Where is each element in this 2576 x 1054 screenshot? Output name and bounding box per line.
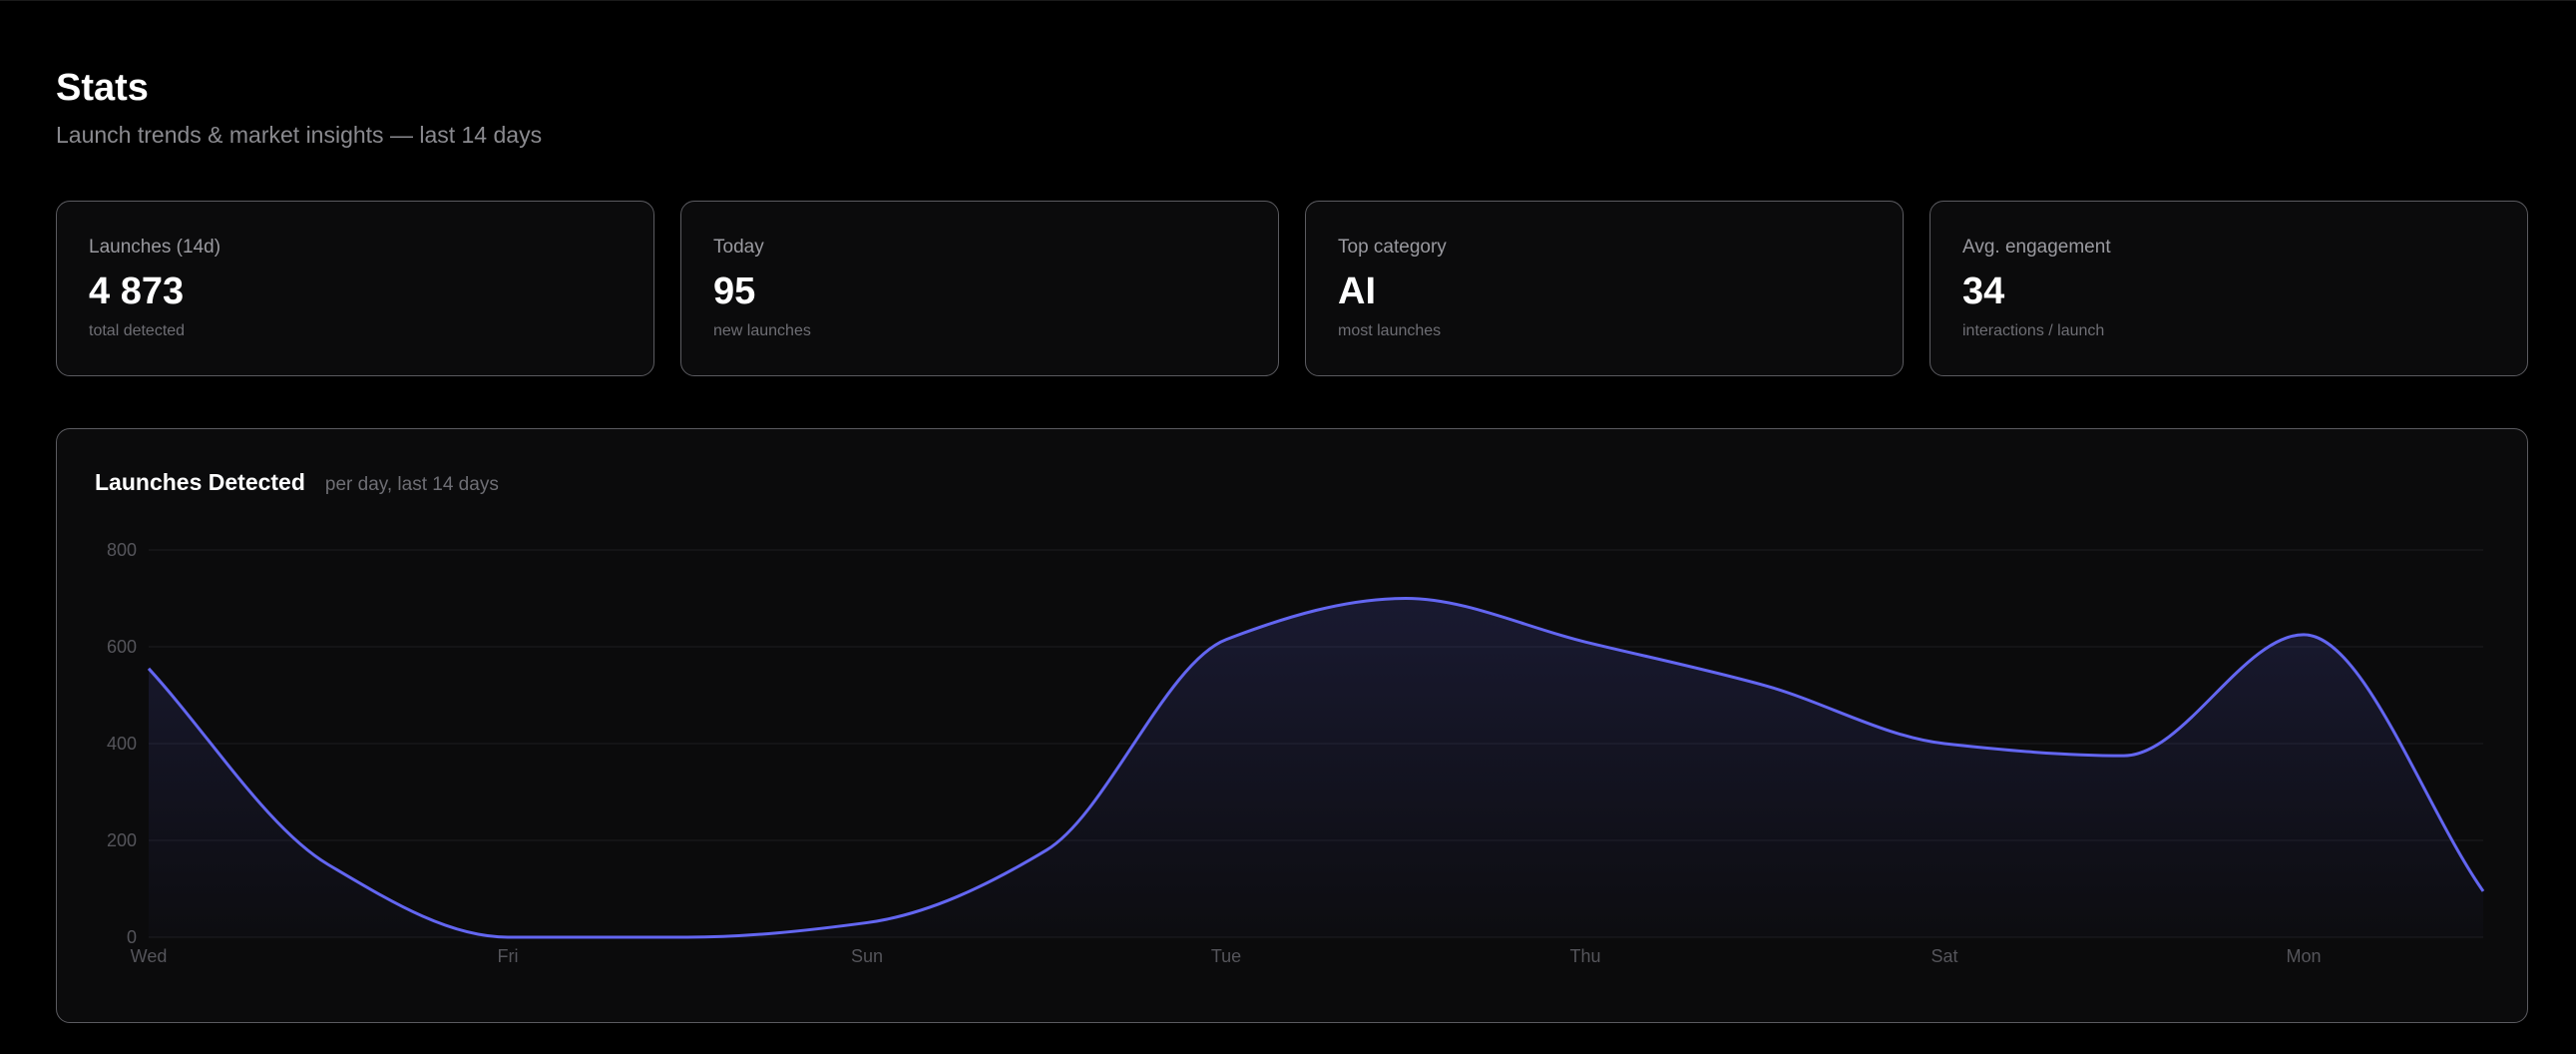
data-point xyxy=(325,861,331,867)
data-point xyxy=(2480,888,2486,894)
stat-value: AI xyxy=(1338,270,1376,312)
page-subtitle: Launch trends & market insights — last 1… xyxy=(56,122,543,148)
stat-label: Today xyxy=(713,237,764,258)
launches-chart-card: Launches Detected per day, last 14 days … xyxy=(56,428,2528,1023)
data-point xyxy=(2301,632,2307,638)
stats-row: Launches (14d) 4 873 total detected Toda… xyxy=(56,201,2528,376)
series-line xyxy=(147,596,2485,939)
data-point xyxy=(1403,596,1409,602)
stat-label: Launches (14d) xyxy=(89,237,221,258)
chart-title: Launches Detected xyxy=(95,469,305,495)
stat-value: 4 873 xyxy=(89,270,185,312)
y-axis-ticks: 0 200 400 600 800 xyxy=(107,540,137,947)
x-tick-label: Fri xyxy=(498,946,519,966)
data-point xyxy=(2121,753,2127,759)
series-area xyxy=(149,598,2483,937)
x-tick-label: Tue xyxy=(1211,946,1241,966)
stat-sub: total detected xyxy=(89,322,186,339)
x-tick-label: Mon xyxy=(2286,946,2321,966)
data-point xyxy=(1044,847,1050,853)
data-point xyxy=(1762,683,1768,689)
stat-card-today: Today 95 new launches xyxy=(680,201,1279,376)
data-point xyxy=(1223,637,1229,643)
x-tick-label: Sat xyxy=(1931,946,1957,966)
stat-value: 95 xyxy=(713,270,756,312)
stat-sub: interactions / launch xyxy=(1962,322,2105,339)
x-tick-label: Wed xyxy=(131,946,168,966)
stat-sub: new launches xyxy=(713,322,811,339)
y-tick-label: 0 xyxy=(127,927,137,947)
x-tick-label: Sun xyxy=(851,946,883,966)
y-tick-label: 200 xyxy=(107,830,137,850)
y-tick-label: 600 xyxy=(107,637,137,657)
data-point xyxy=(146,666,152,672)
chart-subtitle: per day, last 14 days xyxy=(324,474,499,495)
y-tick-label: 400 xyxy=(107,734,137,754)
page-title: Stats xyxy=(56,67,149,109)
chart-header: Launches Detected per day, last 14 days xyxy=(95,469,499,496)
data-point xyxy=(505,934,511,940)
data-point xyxy=(1941,741,1947,747)
data-point xyxy=(1582,639,1588,645)
stat-value: 34 xyxy=(1962,270,2005,312)
data-point xyxy=(864,919,870,925)
stat-card-launches: Launches (14d) 4 873 total detected xyxy=(56,201,654,376)
y-tick-label: 800 xyxy=(107,540,137,560)
stat-label: Top category xyxy=(1338,237,1447,258)
stat-sub: most launches xyxy=(1338,322,1442,339)
stat-card-avg-engagement: Avg. engagement 34 interactions / launch xyxy=(1930,201,2528,376)
x-axis-ticks: Wed Fri Sun Tue Thu Sat Mon xyxy=(131,946,2322,966)
data-point xyxy=(684,934,690,940)
x-tick-label: Thu xyxy=(1569,946,1600,966)
page-header: Stats Launch trends & market insights — … xyxy=(56,65,542,149)
stat-label: Avg. engagement xyxy=(1962,237,2111,258)
launches-area-chart: 0 200 400 600 800 Wed Fri Sun Tue Thu Sat Mon xyxy=(107,540,2486,966)
stat-card-top-category: Top category AI most launches xyxy=(1305,201,1904,376)
